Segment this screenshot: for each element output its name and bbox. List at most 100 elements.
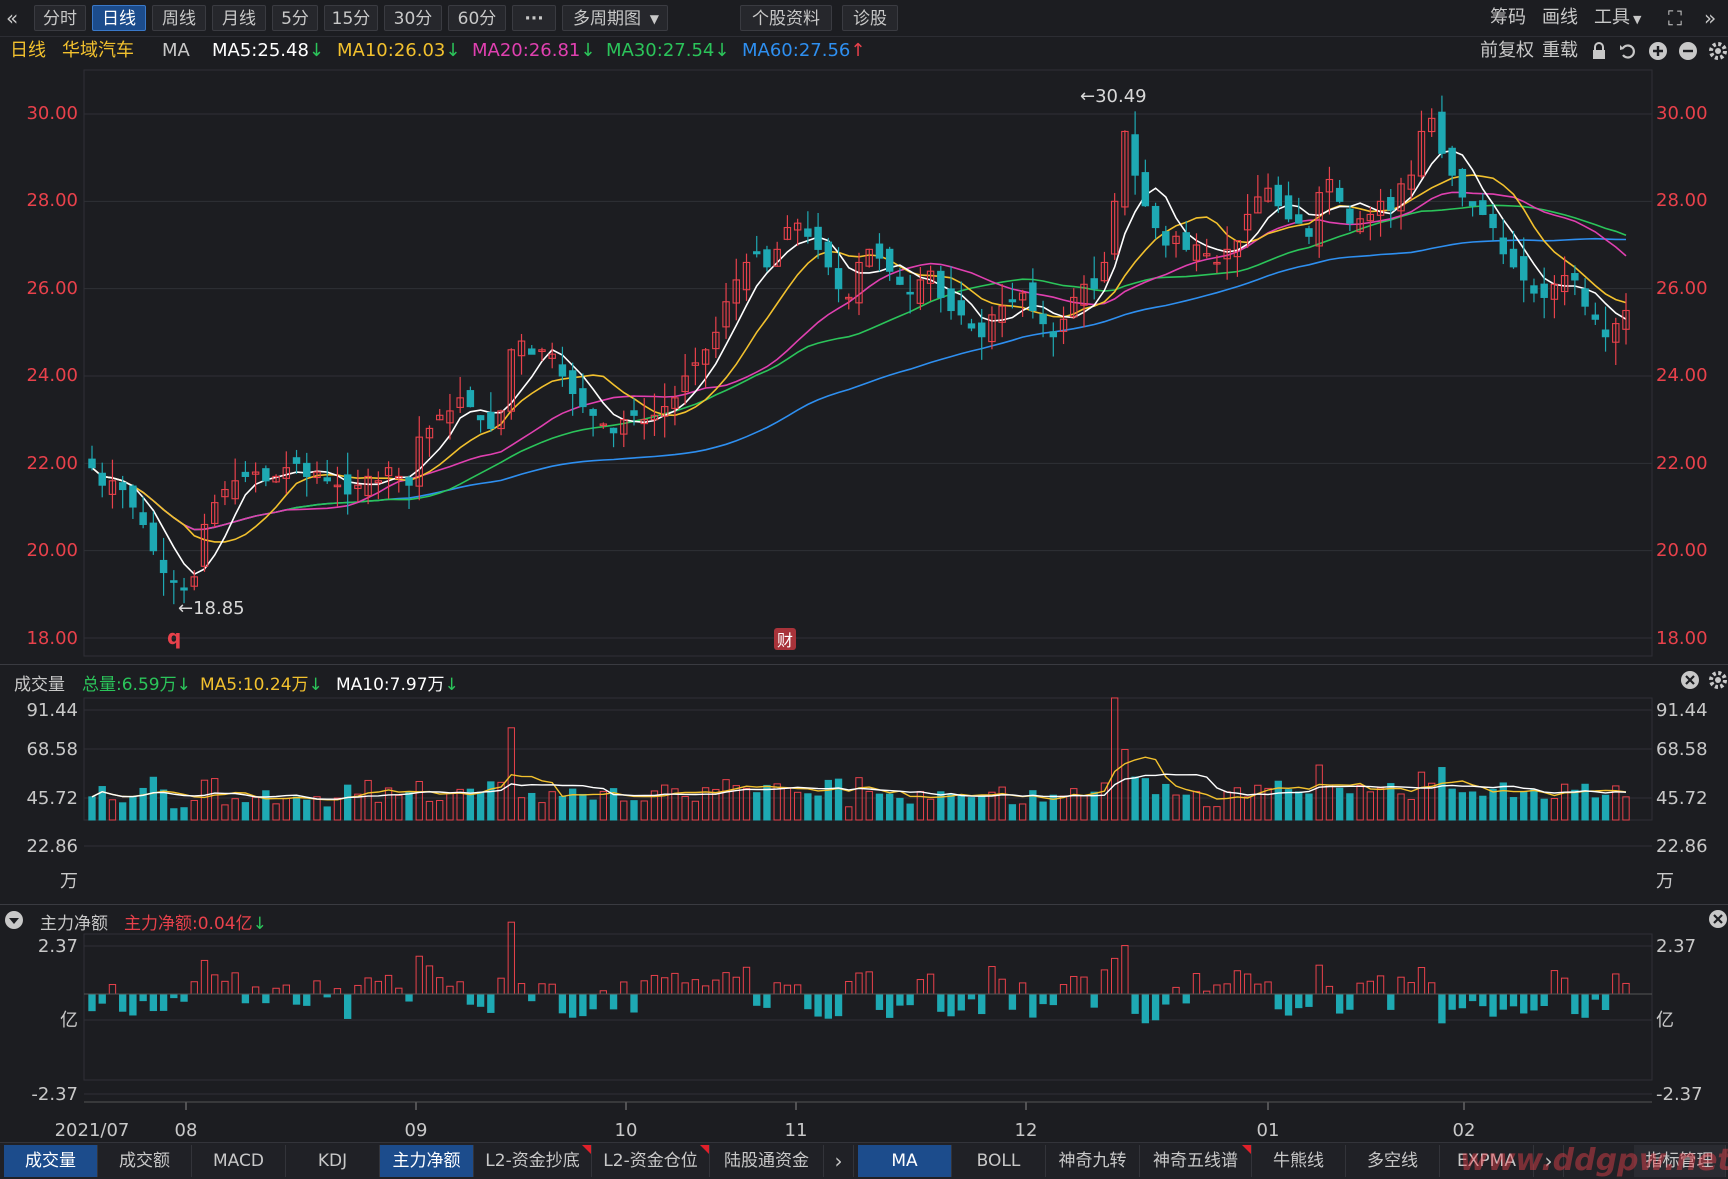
net-flow-bar: [1049, 993, 1057, 1006]
collapse-panel-icon[interactable]: [4, 910, 24, 934]
net-flow-bar: [1356, 982, 1364, 995]
net-flow-bar: [1254, 983, 1262, 995]
net-flow-bars-layer[interactable]: [84, 921, 1652, 1024]
net-flow-bar: [773, 982, 781, 995]
tab-turnover[interactable]: 成交额: [98, 1145, 192, 1177]
tab-volume[interactable]: 成交量: [4, 1145, 98, 1177]
diagnose-button[interactable]: 诊股: [842, 5, 898, 31]
net-flow-bar: [1612, 973, 1620, 995]
more-periods-button[interactable]: ···: [512, 5, 556, 31]
fullscreen-icon[interactable]: ⛶: [1668, 6, 1682, 30]
tab-bull-bear[interactable]: 牛熊线: [1252, 1145, 1346, 1177]
tab-macd[interactable]: MACD: [192, 1145, 286, 1177]
tab-magic-nine[interactable]: 神奇九转: [1046, 1145, 1140, 1177]
finance-event-badge[interactable]: [774, 628, 796, 650]
tab-30min[interactable]: 30分: [384, 5, 442, 31]
chip-button[interactable]: 筹码: [1490, 7, 1526, 28]
tab-expma[interactable]: EXPMA: [1440, 1145, 1534, 1177]
multi-period-dropdown[interactable]: 多周期图 ▼: [562, 5, 668, 31]
price-tick-label: 24.00: [26, 365, 78, 386]
collapse-icon[interactable]: «: [6, 6, 19, 30]
candle-body: [323, 477, 331, 482]
tab-5min[interactable]: 5分: [272, 5, 318, 31]
close-panel-icon[interactable]: [1708, 909, 1728, 933]
tab-kdj[interactable]: KDJ: [286, 1145, 380, 1177]
candle-body: [292, 457, 301, 464]
tab-ma[interactable]: MA: [858, 1145, 952, 1177]
draw-button[interactable]: 画线: [1542, 7, 1578, 28]
candle-body: [660, 406, 669, 417]
indicator-name[interactable]: MA: [162, 40, 190, 61]
net-flow-bar: [1100, 969, 1109, 995]
candle-body: [967, 323, 976, 329]
candle-body: [466, 390, 475, 408]
candlestick-layer[interactable]: [88, 95, 1630, 605]
volume-bar: [1346, 793, 1354, 821]
lock-icon[interactable]: [1590, 36, 1608, 66]
tab-weekly[interactable]: 周线: [152, 5, 206, 31]
indicator-manage-button[interactable]: 指标管理: [1634, 1145, 1726, 1177]
volume-bar: [886, 793, 894, 821]
kline-chart[interactable]: 30.00 28.00 26.00 24.00 22.00 20.00 18.0…: [0, 66, 1728, 1142]
reload-button[interactable]: 重载: [1542, 40, 1578, 61]
chevron-down-icon: ▼: [649, 12, 659, 26]
net-flow-bar: [896, 993, 904, 1006]
grid-layer: [83, 69, 1653, 1110]
volume-bars-layer[interactable]: [88, 697, 1630, 821]
candle-body: [988, 314, 996, 343]
tab-minute[interactable]: 分时: [34, 5, 86, 31]
tab-magic-five-lines[interactable]: 神奇五线谱: [1140, 1145, 1252, 1177]
event-marker-q[interactable]: q: [167, 625, 181, 649]
chevron-right-icon[interactable]: ›: [824, 1145, 854, 1177]
tab-long-short[interactable]: 多空线: [1346, 1145, 1440, 1177]
expand-right-icon[interactable]: »: [1704, 6, 1717, 30]
candle-body: [630, 410, 638, 416]
undo-icon[interactable]: [1618, 36, 1638, 66]
volume-bar: [957, 795, 965, 821]
candle-body: [1499, 237, 1508, 255]
tab-l2-bottom-fishing[interactable]: L2-资金抄底: [474, 1145, 592, 1177]
net-flow-bar: [855, 972, 863, 995]
panel-settings-icon[interactable]: [1708, 670, 1728, 694]
candle-body: [855, 261, 863, 304]
tab-northbound-flow[interactable]: 陆股通资金: [710, 1145, 824, 1177]
net-flow-bar: [1315, 964, 1323, 995]
zoom-in-icon[interactable]: [1648, 36, 1668, 66]
candle-body: [1029, 282, 1037, 312]
volume-bar: [793, 791, 802, 821]
volume-ma-lines: [91, 756, 1627, 801]
candle-body: [763, 249, 771, 268]
volume-bar: [384, 787, 393, 821]
net-flow-bar: [558, 993, 567, 1014]
candle-body: [1305, 228, 1313, 237]
moving-average-lines: [91, 149, 1627, 576]
volume-bar: [978, 794, 986, 821]
finance-event-label[interactable]: 财: [777, 631, 793, 650]
tab-boll[interactable]: BOLL: [952, 1145, 1046, 1177]
candle-body: [937, 270, 945, 298]
candle-body: [415, 436, 423, 487]
candle-body: [221, 488, 229, 498]
zoom-out-icon[interactable]: [1678, 36, 1698, 66]
tab-60min[interactable]: 60分: [448, 5, 506, 31]
volume-bar: [119, 802, 127, 821]
candle-body: [568, 370, 577, 395]
tools-dropdown[interactable]: 工具 ▼: [1594, 5, 1641, 31]
tab-15min[interactable]: 15分: [324, 5, 378, 31]
close-panel-icon[interactable]: [1680, 670, 1700, 694]
net-flow-bar: [1080, 976, 1088, 995]
candle-body: [558, 364, 567, 377]
settings-gear-icon[interactable]: [1708, 36, 1728, 66]
tab-l2-position[interactable]: L2-资金仓位: [592, 1145, 710, 1177]
volume-tick-label: 91.44: [26, 700, 78, 721]
tab-daily[interactable]: 日线: [92, 5, 146, 31]
candle-body: [1059, 318, 1068, 332]
forward-adjust-button[interactable]: 前复权: [1480, 40, 1534, 61]
tab-net-flow[interactable]: 主力净额: [380, 1145, 474, 1177]
chevron-right-icon[interactable]: ›: [1534, 1145, 1564, 1177]
stock-info-button[interactable]: 个股资料: [740, 5, 832, 31]
volume-bar: [251, 796, 260, 821]
tab-monthly[interactable]: 月线: [212, 5, 266, 31]
candle-body: [507, 349, 516, 412]
volume-bar: [834, 778, 843, 821]
